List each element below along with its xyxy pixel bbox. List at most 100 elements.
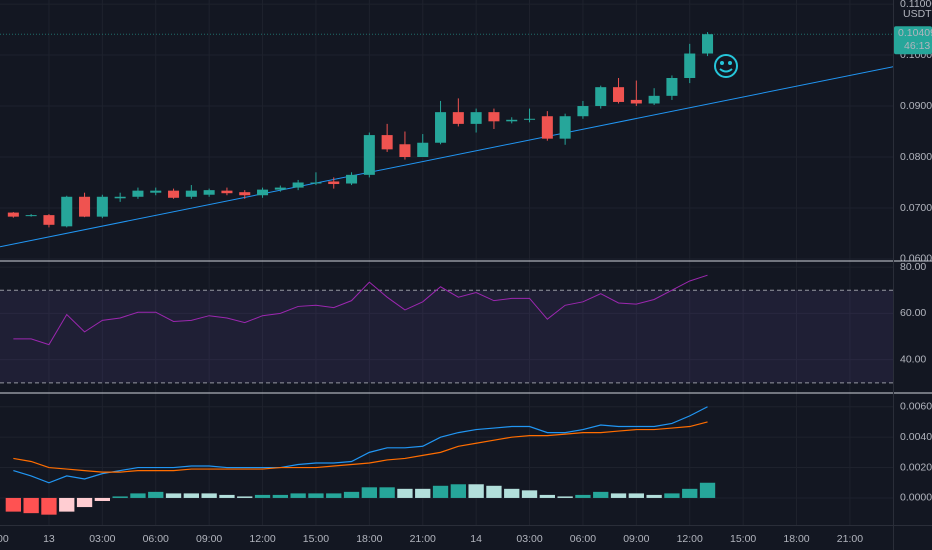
histogram-bar [664,493,680,498]
histogram-bar [201,493,217,498]
histogram-bar [575,494,591,498]
histogram-bar [148,491,164,498]
candle-body [470,112,482,124]
macd-line [13,421,708,473]
histogram-bar [290,493,306,498]
x-tick-label: 12:00 [249,533,275,545]
histogram-bar [699,482,716,498]
histogram-bar [130,493,146,498]
histogram-bar [397,488,413,498]
x-tick-label: 21:00 [410,533,436,545]
histogram-bar [112,496,128,498]
x-tick-label: 18:00 [783,533,809,545]
macd-line [13,406,708,484]
histogram-bar [521,490,538,498]
histogram-bar [59,497,75,512]
candle-body [43,215,55,225]
x-tick-label: 18:00 [356,533,382,545]
last-price-box [894,26,932,55]
candle-body [363,135,375,175]
x-tick-label: 15:00 [730,533,756,545]
candle-body [684,53,696,78]
histogram-bar [610,493,627,498]
candle-body [274,187,286,190]
candle-body [61,196,73,227]
candle-body [524,118,536,120]
candle-body [613,87,625,102]
candle-body [381,135,393,150]
histogram-bar [308,493,324,498]
candle-body [666,77,678,96]
candle-body [435,112,447,143]
candle-body [310,182,322,184]
x-tick-label: 12:00 [677,533,703,545]
x-tick-label: 03:00 [516,533,542,545]
histogram-bar [486,485,502,498]
histogram-bar [326,493,342,498]
histogram-bar [593,491,609,498]
candle-body [577,106,589,117]
histogram-bar [628,493,644,498]
histogram-bar [94,497,111,501]
countdown-label: 46:13 [904,40,930,52]
histogram-bar [343,491,360,498]
histogram-bar [504,488,520,498]
x-tick-label: 06:00 [143,533,169,545]
histogram-bar [379,487,395,498]
candle-body [168,190,180,198]
last-price-label: 0.10409 [898,27,932,39]
candle-body [239,192,251,196]
histogram-bar [539,494,555,498]
candle-body [328,181,340,185]
y-tick-label: 40.00 [900,353,926,365]
candle-body [346,174,358,184]
candle-body [257,189,269,196]
band-fill [0,290,893,383]
histogram-bar [23,497,39,514]
x-tick-label: 21:00 [0,533,9,545]
candle-body [417,142,429,158]
y-tick-label: 80.00 [900,261,926,273]
candle-body [630,99,642,104]
x-tick-label: 03:00 [89,533,115,545]
histogram-bar [183,493,199,498]
x-tick-label: 21:00 [837,533,863,545]
candle-body [185,190,197,197]
histogram-bar [5,497,22,512]
candle-body [114,196,126,199]
histogram-bar [415,488,431,498]
candle-body [150,190,162,193]
histogram-bar [361,487,377,498]
candle-body [203,190,215,195]
plot-layer [0,32,893,515]
candle-body [132,190,144,197]
candle-body [79,196,91,217]
candle-body [399,144,411,158]
histogram-bar [76,497,93,508]
candle-body [559,116,571,139]
x-tick-label: 06:00 [570,533,596,545]
smiley [714,54,738,78]
histogram-bar [254,494,271,498]
candle-body [702,34,714,54]
histogram-bar [272,494,288,498]
candle-body [541,116,553,139]
histogram-bar [432,485,449,498]
x-tick-label: 13 [43,533,55,545]
candle-body [221,190,233,194]
x-tick-label: 09:00 [623,533,649,545]
histogram-bar [41,497,57,515]
histogram-bar [682,488,698,498]
x-tick-label: 09:00 [196,533,222,545]
